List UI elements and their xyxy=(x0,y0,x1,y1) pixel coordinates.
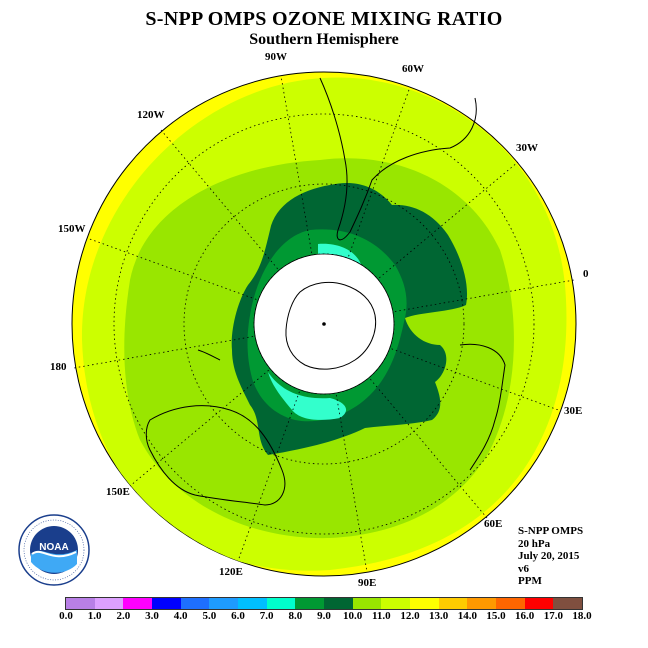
colorbar-segment xyxy=(410,598,439,609)
lon-label-180: 180 xyxy=(50,361,67,373)
colorbar-tick-label: 4.0 xyxy=(173,610,188,622)
polar-cap-ring xyxy=(253,253,395,395)
contour-cyan-bottom xyxy=(268,372,347,420)
colorbar-tick-label: 16.0 xyxy=(515,610,535,622)
colorbar-tick-label: 8.0 xyxy=(288,610,303,622)
colorbar-tick-label: 1.0 xyxy=(87,610,102,622)
colorbar-tick-label: 17.0 xyxy=(543,610,563,622)
coast-africa xyxy=(459,343,506,471)
colorbar-tick-label: 6.0 xyxy=(231,610,245,622)
colorbar-tick-label: 15.0 xyxy=(486,610,506,622)
lon-label-90e: 90E xyxy=(358,577,377,589)
coast-australia xyxy=(145,405,286,506)
info-date: July 20, 2015 xyxy=(518,550,580,562)
lon-label-90w: 90W xyxy=(265,51,287,63)
colorbar-tick-label: 2.0 xyxy=(116,610,131,622)
colorbar-segment xyxy=(352,598,382,609)
colorbar-segment xyxy=(266,598,296,609)
colorbar-tick-label: 7.0 xyxy=(259,610,274,622)
colorbar-segment xyxy=(438,598,468,609)
page-subtitle: Southern Hemisphere xyxy=(249,31,399,48)
colorbar xyxy=(65,597,583,610)
colorbar-tick-label: 12.0 xyxy=(400,610,420,622)
colorbar-segment xyxy=(524,598,554,609)
colorbar-tick-label: 10.0 xyxy=(343,610,363,622)
info-version: v6 xyxy=(518,562,529,575)
colorbar-tick-label: 14.0 xyxy=(457,610,477,622)
page-title: S-NPP OMPS OZONE MIXING RATIO xyxy=(145,8,503,30)
lon-label-0: 0 xyxy=(583,268,589,280)
colorbar-segment xyxy=(238,598,267,609)
lon-label-150e: 150E xyxy=(106,486,130,498)
info-instrument: S-NPP OMPS xyxy=(518,525,584,537)
logo-wordmark: NOAA xyxy=(39,542,68,553)
colorbar-segment xyxy=(496,598,525,609)
colorbar-segment xyxy=(123,598,153,609)
colorbar-segment xyxy=(467,598,497,609)
info-units: PPM xyxy=(518,575,542,587)
colorbar-tick-label: 11.0 xyxy=(372,610,391,622)
antarctica-outline xyxy=(285,281,377,370)
colorbar-tick-label: 9.0 xyxy=(317,610,331,622)
lon-label-30e: 30E xyxy=(564,405,583,417)
colorbar-segment xyxy=(381,598,411,609)
colorbar-tick-label: 0.0 xyxy=(59,610,73,622)
lon-label-30w: 30W xyxy=(516,142,538,154)
colorbar-segment xyxy=(66,598,95,609)
info-block: S-NPP OMPS 20 hPa July 20, 2015 v6 PPM xyxy=(518,525,583,588)
colorbar-segment xyxy=(152,598,181,609)
lon-label-60e: 60E xyxy=(484,518,503,530)
noaa-logo: NOAA xyxy=(18,514,90,586)
colorbar-segment xyxy=(553,598,583,609)
colorbar-tick-label: 18.0 xyxy=(572,610,592,622)
colorbar-segment xyxy=(94,598,124,609)
lon-label-150w: 150W xyxy=(58,223,86,235)
colorbar-tick-label: 3.0 xyxy=(145,610,159,622)
lon-label-120e: 120E xyxy=(219,566,243,578)
lon-label-60w: 60W xyxy=(402,63,424,75)
colorbar-segment xyxy=(180,598,210,609)
coast-new-zealand xyxy=(197,349,221,361)
colorbar-tick-label: 13.0 xyxy=(429,610,449,622)
lon-label-120w: 120W xyxy=(137,109,165,121)
info-level: 20 hPa xyxy=(518,537,551,550)
colorbar-segment xyxy=(209,598,239,609)
colorbar-segment xyxy=(324,598,353,609)
south-pole-marker xyxy=(322,322,326,326)
colorbar-tick-label: 5.0 xyxy=(202,610,217,622)
coast-south-america xyxy=(319,77,477,241)
colorbar-segment xyxy=(295,598,325,609)
